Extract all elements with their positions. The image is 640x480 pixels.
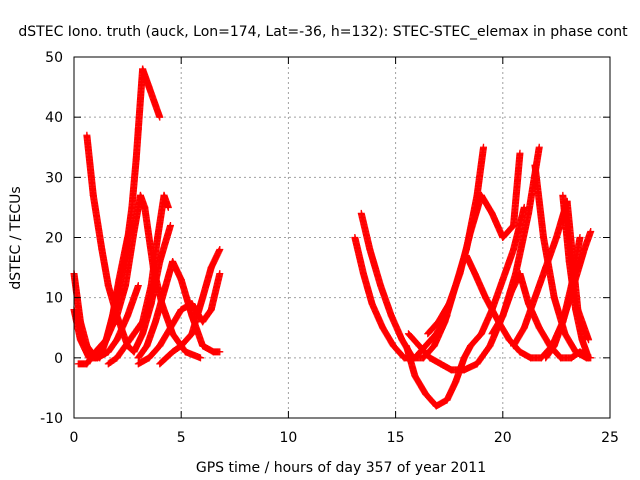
series-6 [104, 191, 172, 368]
y-tick-label: 30 [45, 170, 63, 186]
data-point [156, 113, 164, 121]
series-5 [96, 65, 164, 362]
series-9 [156, 246, 224, 368]
x-tick-label: 0 [70, 430, 79, 446]
data-point [535, 143, 543, 151]
data-point [216, 348, 224, 356]
data-points [70, 65, 595, 410]
data-point [196, 354, 204, 362]
data-point [164, 203, 172, 211]
x-axis-label: GPS time / hours of day 357 of year 2011 [196, 460, 486, 476]
data-point [587, 227, 595, 235]
y-tick-label: 50 [45, 50, 63, 66]
series-8 [134, 270, 224, 368]
y-tick-label: 10 [45, 291, 63, 307]
series-7 [134, 258, 224, 362]
y-tick-label: -10 [40, 411, 63, 427]
data-point [216, 246, 224, 254]
y-axis-label: dSTEC / TECUs [8, 186, 24, 289]
series-20 [559, 191, 593, 362]
data-point [516, 149, 524, 157]
y-tick-labels: -10 0 10 20 30 40 50 [40, 50, 63, 427]
data-point [585, 336, 593, 344]
x-tick-label: 5 [177, 430, 186, 446]
series-19 [542, 234, 584, 362]
data-point [585, 354, 593, 362]
series-2 [70, 282, 142, 362]
data-point [134, 282, 142, 290]
y-tick-label: 20 [45, 231, 63, 247]
series-13 [404, 143, 543, 374]
y-tick-label: 40 [45, 110, 63, 126]
data-point [166, 221, 174, 229]
data-point [576, 234, 584, 241]
axis-ticks [73, 56, 611, 419]
x-tick-label: 15 [387, 430, 405, 446]
x-tick-labels: 0 5 10 15 20 25 [70, 430, 619, 446]
data-point [216, 270, 224, 278]
x-tick-label: 10 [279, 430, 297, 446]
x-tick-label: 25 [601, 430, 619, 446]
x-tick-label: 20 [494, 430, 512, 446]
chart-title: dSTEC Iono. truth (auck, Lon=174, Lat=-3… [18, 24, 628, 40]
y-tick-label: 0 [54, 351, 63, 367]
series-14 [424, 149, 524, 338]
data-point [480, 143, 488, 151]
